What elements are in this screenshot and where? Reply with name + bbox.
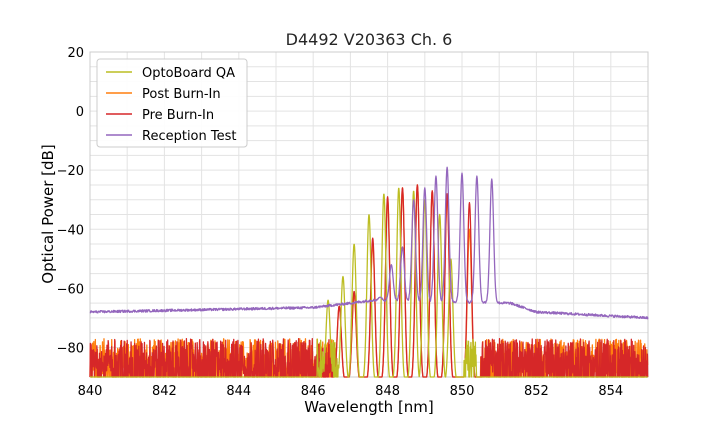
chart-title: D4492 V20363 Ch. 6 bbox=[286, 30, 453, 49]
y-tick-label: −40 bbox=[57, 223, 84, 238]
legend-label: Reception Test bbox=[142, 129, 236, 144]
plot-frame bbox=[89, 51, 649, 378]
y-axis-label: Optical Power [dB] bbox=[39, 144, 57, 283]
legend-label: Pre Burn-In bbox=[142, 108, 214, 123]
y-tick-label: −60 bbox=[57, 282, 84, 297]
legend-items: OptoBoard QA Post Burn-In Pre Burn-In Recep… bbox=[106, 66, 236, 144]
series-line-optoboard-qa bbox=[89, 187, 649, 378]
y-tick-label: 20 bbox=[67, 46, 84, 61]
legend-label: Post Burn-In bbox=[142, 87, 221, 102]
y-tick-label: −20 bbox=[57, 164, 84, 179]
x-tick-label: 842 bbox=[152, 384, 177, 399]
y-tick-label: −80 bbox=[57, 341, 84, 356]
legend-label: OptoBoard QA bbox=[142, 66, 235, 81]
x-axis-label: Wavelength [nm] bbox=[304, 398, 434, 416]
legend: OptoBoard QA Post Burn-In Pre Burn-In Recep… bbox=[96, 58, 248, 148]
x-tick-label: 854 bbox=[598, 384, 623, 399]
series-line-reception-test bbox=[89, 166, 649, 320]
x-tick-label: 852 bbox=[524, 384, 549, 399]
x-tick-label: 848 bbox=[375, 384, 400, 399]
x-tick-label: 846 bbox=[301, 384, 326, 399]
y-tick-label: 0 bbox=[76, 105, 84, 120]
x-tick-label: 840 bbox=[78, 384, 103, 399]
series-layer bbox=[89, 166, 649, 378]
x-tick-label: 850 bbox=[450, 384, 475, 399]
tick-layer: 840 842 844 846 848 850 852 854 20 0 −20 −40 −60 −80 bbox=[57, 46, 624, 399]
x-tick-label: 844 bbox=[226, 384, 251, 399]
legend-box bbox=[96, 58, 248, 148]
